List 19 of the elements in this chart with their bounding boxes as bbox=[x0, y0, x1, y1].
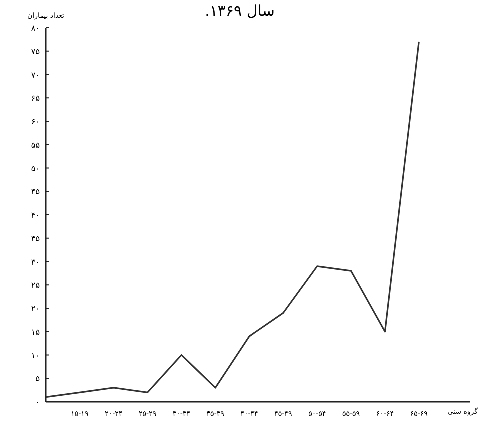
y-tick-label: ۰ bbox=[36, 398, 40, 407]
y-tick-label: ۵ bbox=[36, 374, 40, 384]
line-series bbox=[45, 41, 420, 398]
y-tick-label: ۶۵ bbox=[31, 94, 40, 104]
y-tick-label: ۳۵ bbox=[31, 234, 40, 244]
y-tick-label: ۱۵ bbox=[31, 328, 40, 337]
y-tick-label: ۴۵ bbox=[31, 188, 40, 197]
y-tick-label: ۲۰ bbox=[31, 304, 40, 314]
y-tick-label: ۶۰ bbox=[31, 118, 40, 126]
y-tick-label: ۸۰ bbox=[31, 24, 40, 33]
y-tick-label: ۷۵ bbox=[31, 47, 40, 56]
chart-title: سال ۱۳۶۹. bbox=[205, 2, 275, 20]
y-tick-label: ۴۰ bbox=[31, 211, 40, 220]
y-tick-label: ۱۰ bbox=[31, 351, 40, 360]
y-tick-label: ۲۵ bbox=[31, 281, 40, 290]
y-tick-label: ۵۵ bbox=[31, 140, 40, 150]
y-tick-label: ۷۰ bbox=[31, 70, 40, 80]
y-tick-label: ۵۰ bbox=[31, 164, 40, 174]
y-tick-label: ۳۰ bbox=[31, 258, 40, 267]
